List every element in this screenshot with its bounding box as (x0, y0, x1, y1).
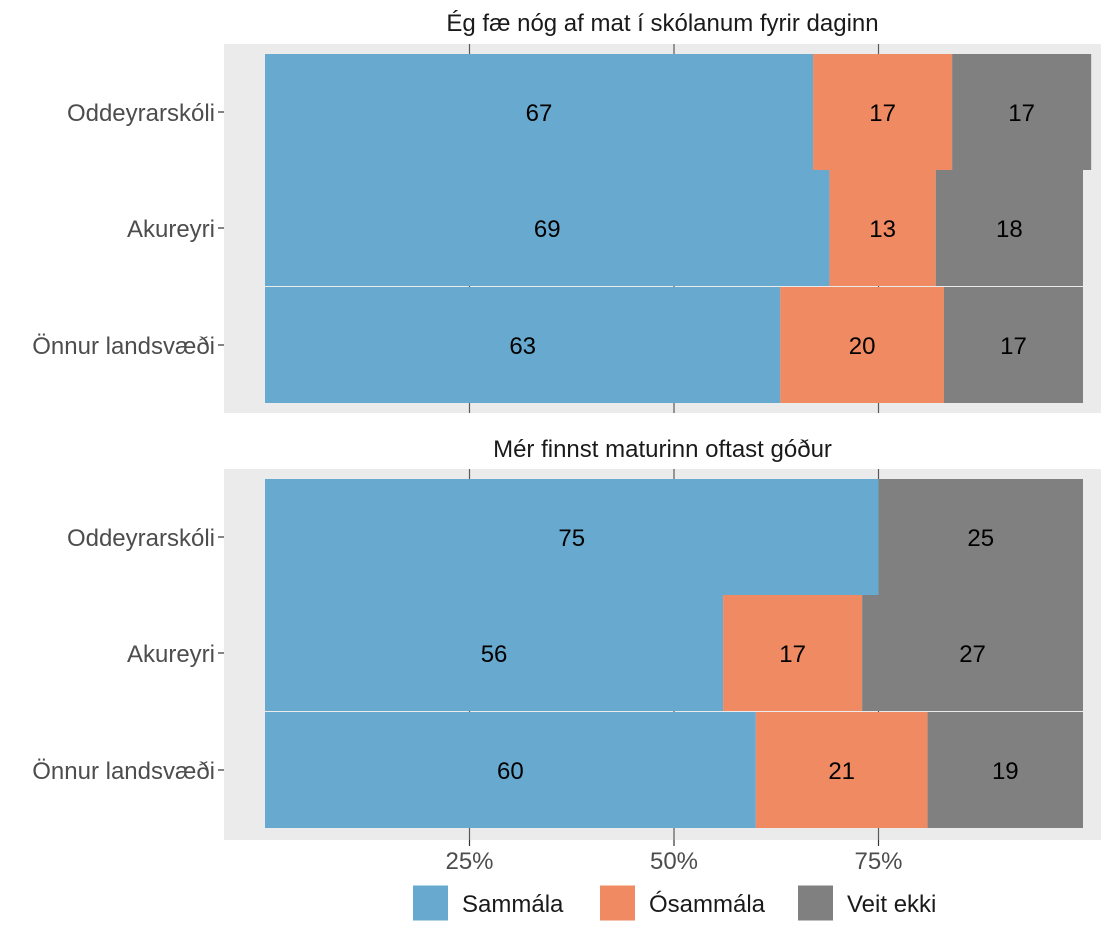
bar-value-label: 17 (779, 641, 806, 668)
category-label: Önnur landsvæði (32, 333, 215, 360)
legend-item: Sammála (413, 885, 564, 921)
bar-segment (829, 170, 936, 286)
legend-label: Sammála (462, 891, 564, 918)
bar-value-label: 20 (849, 333, 876, 360)
bar-segment (265, 712, 756, 828)
bar-value-label: 56 (481, 641, 508, 668)
legend-item: Veit ekki (798, 885, 936, 921)
bar-segment (723, 595, 863, 711)
legend-swatch (798, 885, 833, 921)
legend-label: Ósammála (649, 891, 766, 918)
bar-segment (927, 712, 1083, 828)
bar-segment (813, 54, 953, 170)
bar-segment (952, 54, 1092, 170)
bar-value-label: 17 (1008, 100, 1035, 127)
bar-value-label: 63 (509, 333, 536, 360)
panel-1: Ég fæ nóg af mat í skólanum fyrir daginn… (32, 10, 1101, 413)
panels: Ég fæ nóg af mat í skólanum fyrir daginn… (32, 10, 1101, 840)
x-tick-label: 50% (650, 848, 698, 875)
bar-segment (265, 54, 814, 170)
bar-segment (265, 287, 781, 403)
bar-segment (935, 170, 1083, 286)
x-tick-label: 75% (854, 848, 902, 875)
bar-segment (780, 287, 944, 403)
bar-segment (265, 170, 830, 286)
bar-row: 60 21 19 (265, 712, 1083, 828)
bar-segment (265, 595, 724, 711)
legend-swatch (600, 885, 635, 921)
bar-value-label: 25 (967, 525, 994, 552)
bar-value-label: 17 (1000, 333, 1027, 360)
legend-swatch (413, 885, 448, 921)
panel-title: Mér finnst maturinn oftast góður (493, 436, 832, 463)
panel-2: Mér finnst maturinn oftast góður 75 25 Odde… (32, 436, 1101, 840)
bar-segment (943, 287, 1083, 403)
bar-value-label: 13 (869, 216, 896, 243)
bar-value-label: 21 (828, 758, 855, 785)
bar-row: 56 17 27 (265, 595, 1083, 711)
panel-title: Ég fæ nóg af mat í skólanum fyrir daginn (446, 10, 878, 37)
legend: Sammála Ósammála Veit ekki (413, 885, 936, 921)
bar-segment (862, 595, 1083, 711)
bar-value-label: 69 (534, 216, 561, 243)
bar-value-label: 67 (526, 100, 553, 127)
bar-value-label: 75 (558, 525, 585, 552)
bar-value-label: 60 (497, 758, 524, 785)
bar-segment (755, 712, 928, 828)
category-label: Önnur landsvæði (32, 758, 215, 785)
bar-row: 63 20 17 (265, 287, 1083, 403)
bar-value-label: 27 (959, 641, 986, 668)
category-label: Oddeyrarskóli (67, 525, 215, 552)
bar-value-label: 19 (992, 758, 1019, 785)
category-label: Oddeyrarskóli (67, 100, 215, 127)
legend-item: Ósammála (600, 885, 766, 921)
x-axis: 25% 50% 75% (445, 840, 903, 875)
bar-value-label: 17 (869, 100, 896, 127)
x-tick-label: 25% (445, 848, 493, 875)
bar-row: 67 17 17 (265, 54, 1092, 170)
bar-value-label: 18 (996, 216, 1023, 243)
bar-segment (265, 479, 879, 595)
category-label: Akureyri (127, 216, 215, 243)
bar-row: 69 13 18 (265, 170, 1083, 286)
bar-row: 75 25 (265, 479, 1083, 595)
bar-segment (878, 479, 1083, 595)
category-label: Akureyri (127, 641, 215, 668)
legend-label: Veit ekki (847, 891, 936, 918)
